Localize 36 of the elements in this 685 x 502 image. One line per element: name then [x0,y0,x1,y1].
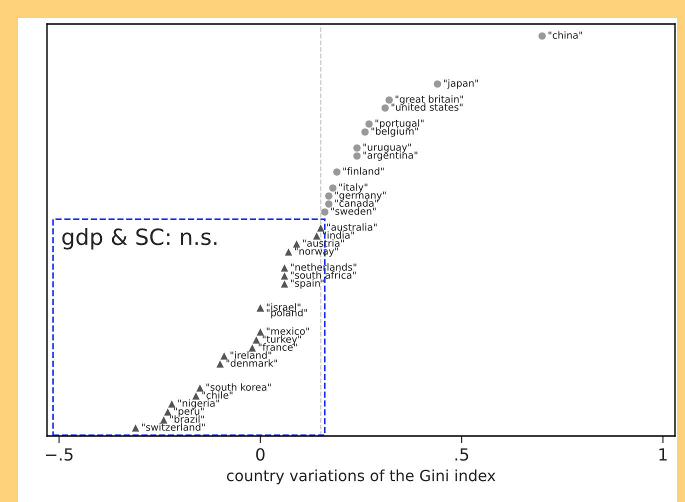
annotation: "united states" [392,103,462,111]
annotation: "australia" [327,223,377,231]
annotation: "switzerland" [142,423,205,431]
annotation: "great britain" [396,95,464,105]
annotation: "japan" [444,79,478,89]
annotation: "nigeria" [178,399,220,409]
x-tick-label: 1 [659,448,667,460]
annotation: "uruguay" [363,144,411,153]
annotation: "turkey" [262,335,301,345]
annotation: "poland" [266,308,308,318]
x-tick-label: −.5 [46,448,73,461]
annotation: "peru" [174,408,204,417]
annotation: gdp & SC: n.s. [62,228,216,250]
annotation: "belgium" [372,127,418,137]
annotation: "mexico" [266,327,309,335]
annotation: "south africa" [291,271,356,279]
annotation: "france" [258,343,297,351]
annotation: "germany" [335,192,386,201]
annotation: "spain" [291,279,324,289]
annotation: "ireland" [230,351,272,359]
annotation: "israel" [266,303,300,311]
annotation: "chile" [202,391,232,399]
x-tick-label: 0 [256,448,265,461]
annotation: "finland" [343,167,384,175]
x-tick-label: .5 [455,448,468,461]
x-axis-title: country variations of the Gini index [226,469,496,484]
annotation: "italy" [339,183,368,193]
annotation: "portugal" [376,119,424,129]
annotation: "china" [548,31,582,39]
annotation: "south korea" [206,383,271,391]
annotation: "brazil" [170,415,204,423]
annotation: "canada" [335,199,378,207]
annotation: "argentina" [363,151,418,161]
annotation: "denmark" [226,359,278,367]
annotation: "netherlands" [291,263,356,271]
annotation: "sweden" [331,207,376,215]
